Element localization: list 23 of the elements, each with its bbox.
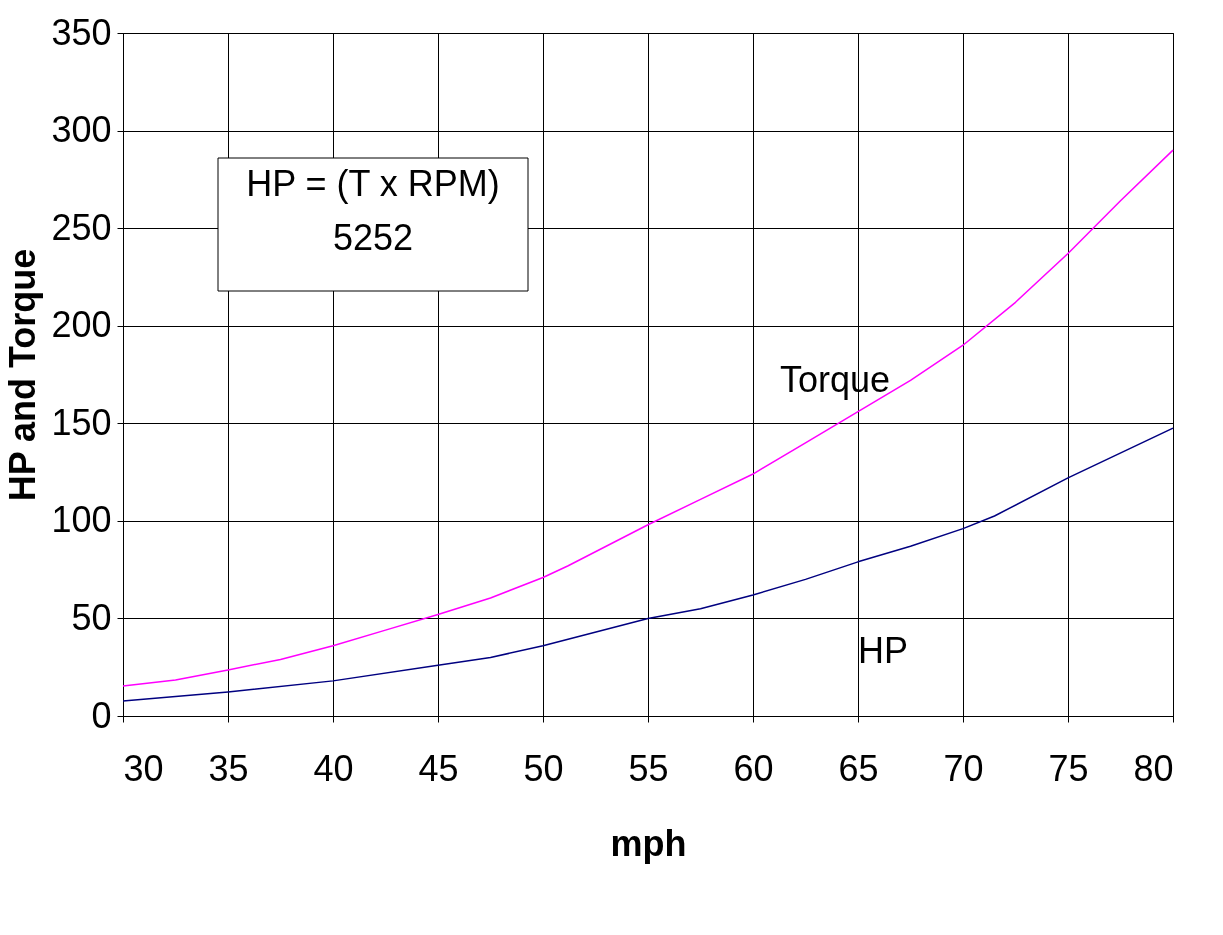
y-tick-label: 150 xyxy=(51,401,112,443)
x-tick-label: 50 xyxy=(523,747,564,789)
x-axis-title: mph xyxy=(610,822,687,864)
x-tick-label: 75 xyxy=(1048,747,1089,789)
annotation: HP = (T x RPM) 5252 xyxy=(246,163,500,258)
y-axis-title: HP and Torque xyxy=(2,248,44,502)
y-tick-label: 300 xyxy=(51,109,112,151)
x-tick-label: 80 xyxy=(1133,747,1174,789)
y-tick-label: 250 xyxy=(51,206,112,248)
x-tick-label: 55 xyxy=(628,747,669,789)
y-tick-label: 50 xyxy=(71,596,112,638)
x-tick-label: 30 xyxy=(123,747,164,789)
x-tick-label: 45 xyxy=(418,747,459,789)
x-tick-label: 65 xyxy=(838,747,879,789)
x-tick-label: 60 xyxy=(733,747,774,789)
series-label: HP xyxy=(857,629,909,671)
x-tick-label: 70 xyxy=(943,747,984,789)
y-tick-label: 0 xyxy=(91,694,112,736)
y-tick-label: 350 xyxy=(51,11,112,53)
y-tick-label: 100 xyxy=(51,499,112,541)
y-tick-label: 200 xyxy=(51,304,112,346)
x-tick-label: 40 xyxy=(313,747,354,789)
x-tick-label: 35 xyxy=(208,747,249,789)
